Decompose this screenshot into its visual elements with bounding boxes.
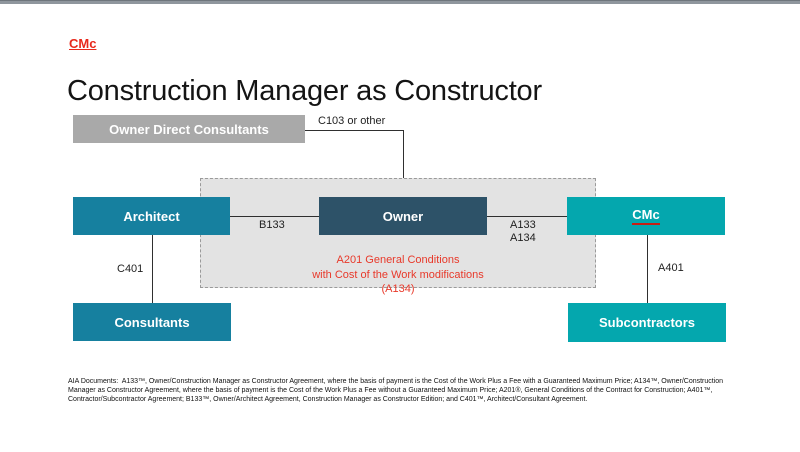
label-c401: C401: [117, 263, 144, 275]
box-owner-direct-consultants: Owner Direct Consultants: [73, 115, 305, 143]
connector-cmc-subcontractors: [647, 235, 648, 303]
a201-note-line3: (A134): [381, 283, 415, 296]
box-subcontractors: Subcontractors: [568, 303, 726, 342]
cmc-link[interactable]: CMc: [69, 36, 97, 51]
box-architect: Architect: [73, 197, 230, 235]
a201-note: A201 General Conditions with Cost of the…: [248, 253, 548, 297]
label-b133: B133: [259, 219, 285, 231]
label-c103: C103 or other: [318, 115, 386, 127]
box-subcontractors-label: Subcontractors: [598, 315, 696, 330]
connector-architect-owner: [230, 216, 319, 217]
page-title: Construction Manager as Constructor: [67, 75, 542, 108]
box-owner-direct-consultants-label: Owner Direct Consultants: [109, 121, 269, 137]
box-cmc: CMc: [567, 197, 725, 235]
box-owner: Owner: [319, 197, 487, 235]
a201-note-line2: with Cost of the Work modifications: [312, 268, 484, 281]
box-consultants-label: Consultants: [114, 314, 190, 330]
box-consultants: Consultants: [73, 303, 231, 341]
box-owner-label: Owner: [382, 208, 424, 224]
label-a133: A133: [510, 219, 536, 231]
box-cmc-label[interactable]: CMc: [632, 207, 660, 225]
connector-architect-consultants: [152, 235, 153, 303]
window-top-bar: [0, 0, 800, 4]
label-a401: A401: [658, 262, 684, 274]
a201-note-line1: A201 General Conditions: [336, 254, 460, 266]
label-a134: A134: [510, 232, 536, 244]
aia-documents-footnote: AIA Documents: A133™, Owner/Construction…: [68, 378, 726, 403]
connector-odc-horizontal: [305, 130, 403, 131]
connector-odc-to-owner: [403, 130, 404, 197]
box-architect-label: Architect: [123, 208, 180, 224]
connector-owner-cmc: [487, 216, 567, 217]
